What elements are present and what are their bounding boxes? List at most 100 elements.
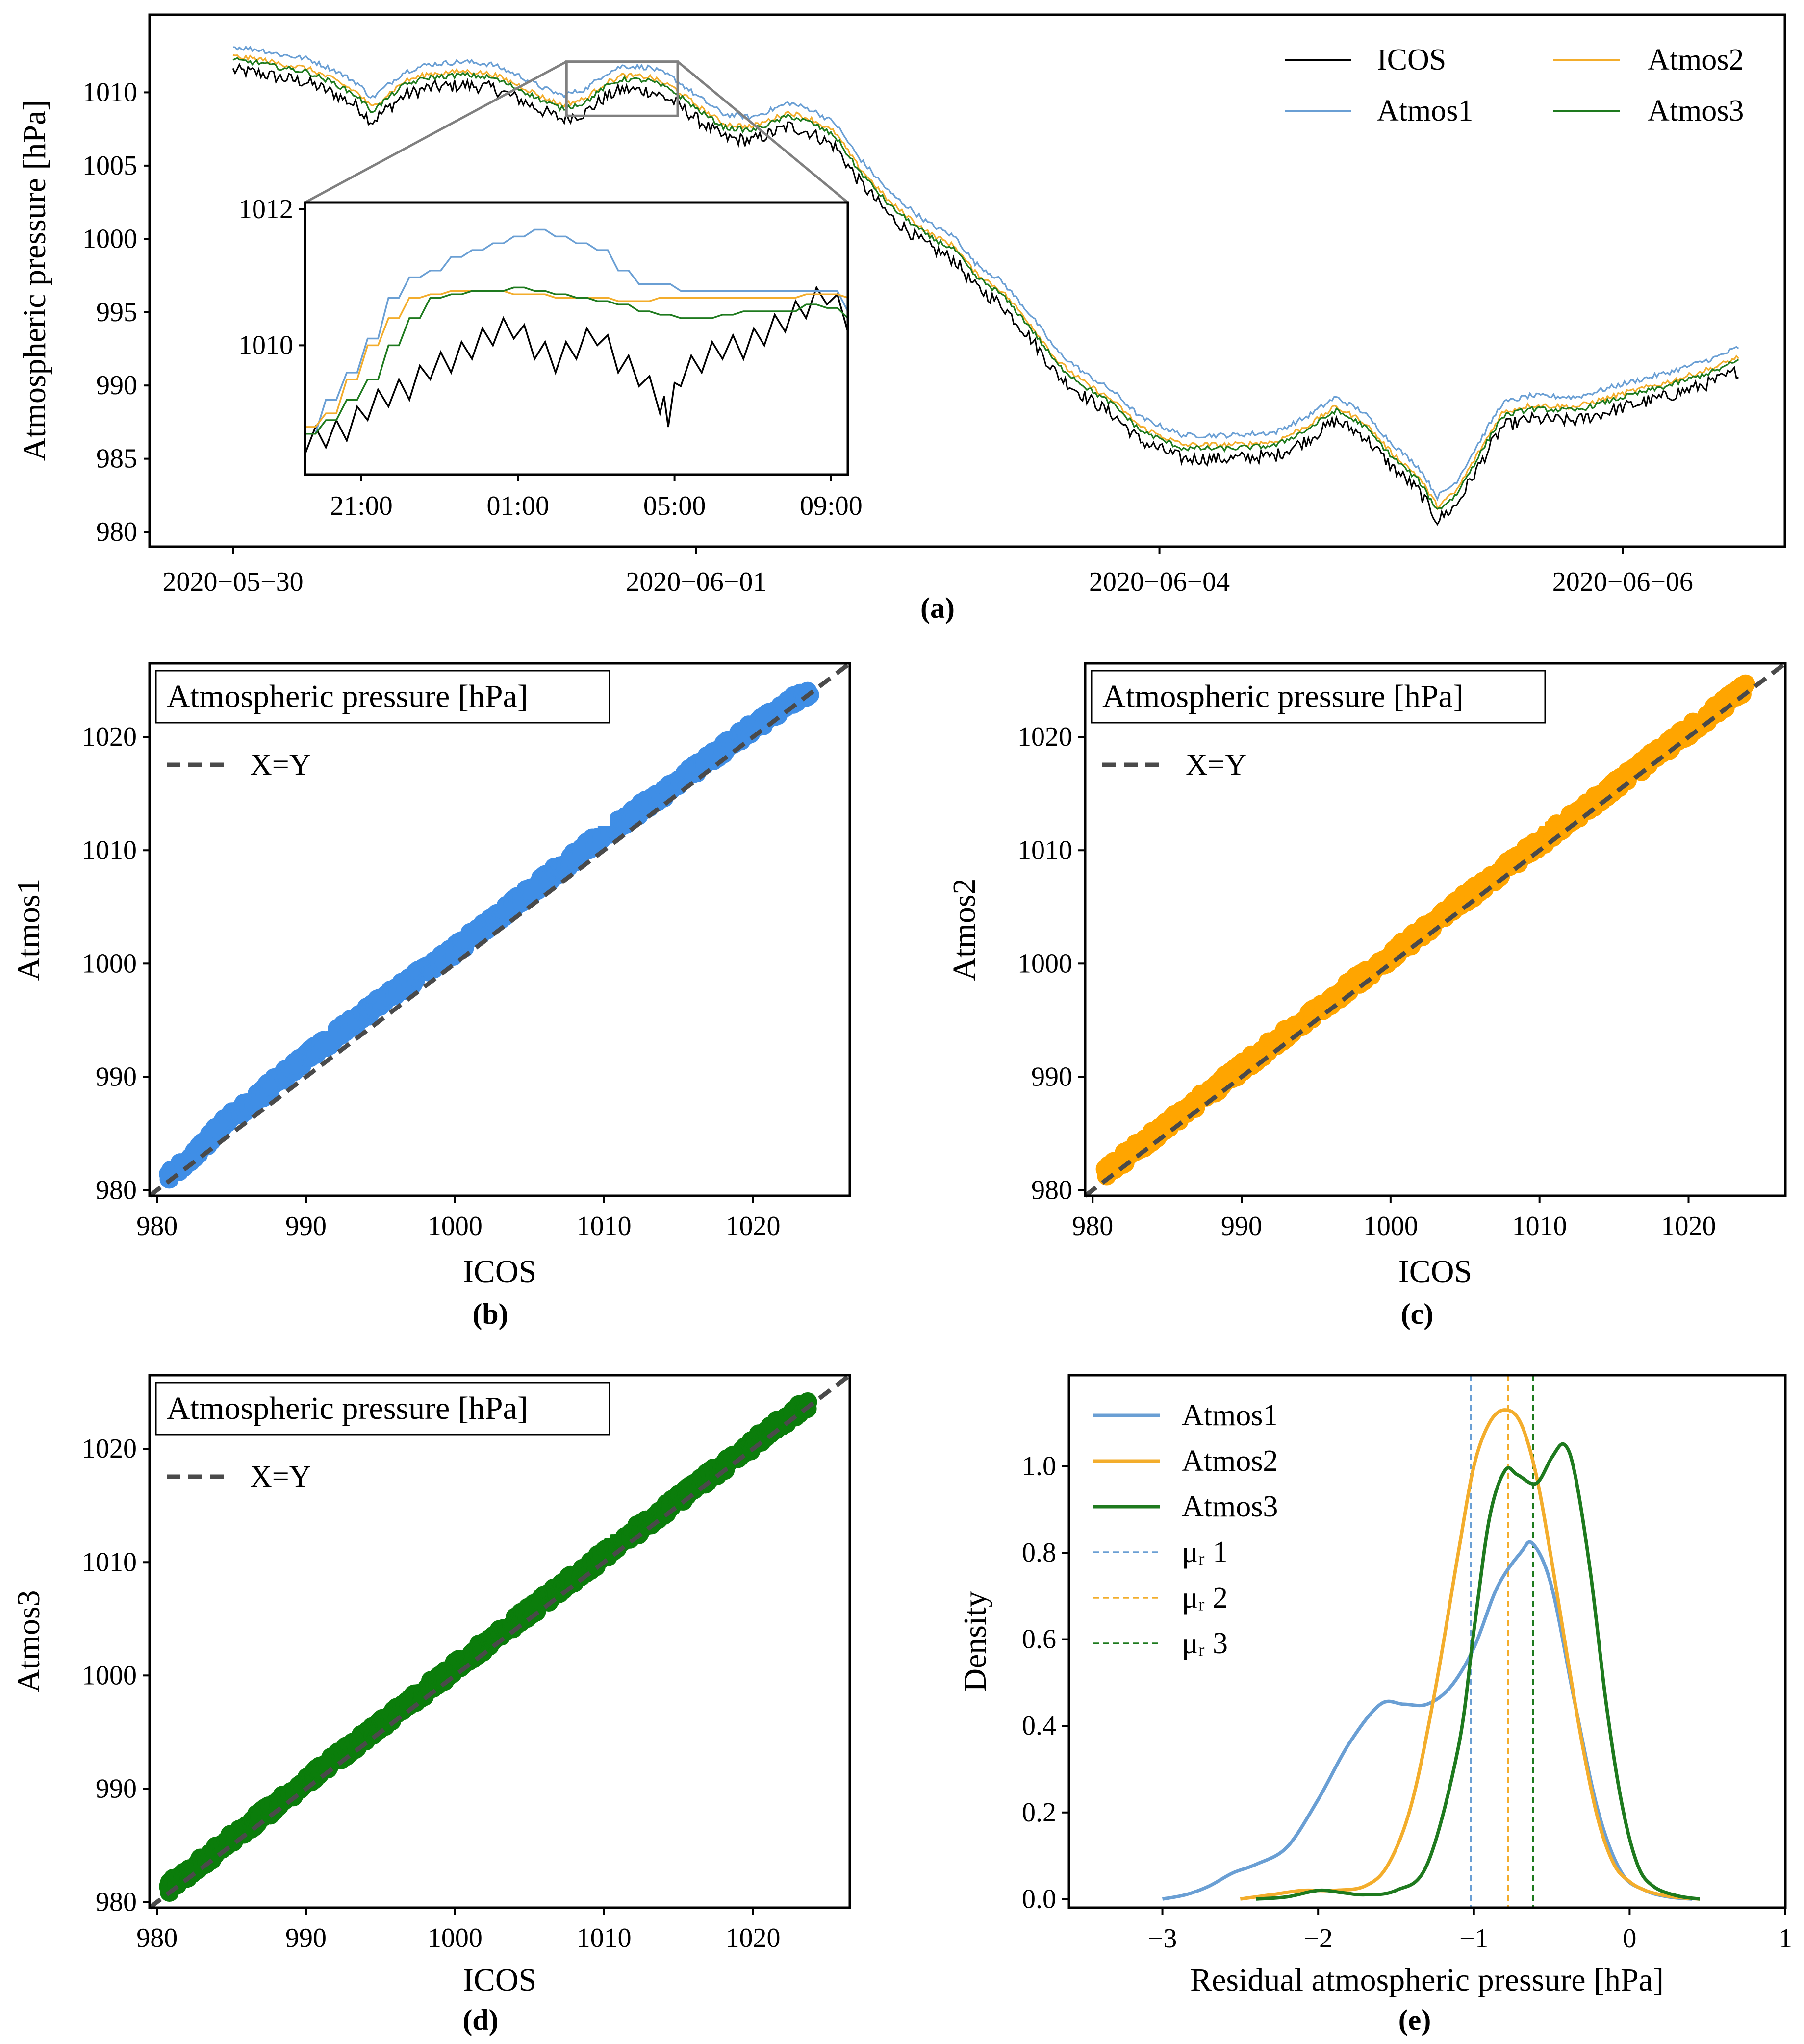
- e-xtick-label: 0: [1623, 1923, 1636, 1954]
- zoom-box: [565, 60, 679, 117]
- inset-xtick-label: 01:00: [487, 491, 550, 521]
- zoom-connector-right: [677, 60, 849, 203]
- b-xtick-label: 1000: [428, 1211, 483, 1241]
- c-ytick-label: 1000: [1017, 948, 1072, 979]
- legend-e-mu3-label: μᵣ 3: [1182, 1627, 1228, 1660]
- b-xtick-label: 990: [285, 1211, 327, 1241]
- e-ytick-label: 0.0: [1022, 1884, 1056, 1914]
- panel-c-legend: Atmospheric pressure [hPa] X=Y: [1091, 670, 1546, 826]
- panel-c-identity-line: [1084, 661, 1787, 1198]
- panel-e-ticks: −3 −2 −1 0 1 0.0 0.2 0.4 0.6 0.8 1.0: [1022, 1451, 1792, 1954]
- panel-a-legend: ICOS Atmos1 Atmos2 Atmos3: [1285, 43, 1744, 127]
- a-ytick-label: 1010: [82, 77, 137, 107]
- panel-c-frame: [1084, 662, 1787, 1197]
- a-ytick-label: 1005: [82, 151, 137, 181]
- panel-d-legend-label: X=Y: [250, 1460, 311, 1493]
- c-xtick-label: 1000: [1363, 1211, 1418, 1241]
- e-ytick-label: 0.8: [1022, 1538, 1056, 1568]
- panel-a-xticks: 2020−05−30 2020−06−01 2020−06−04 2020−06−06: [162, 547, 1693, 597]
- a-ytick-label: 980: [96, 517, 137, 547]
- inset-background: [305, 202, 848, 475]
- e-ytick-label: 0.2: [1022, 1797, 1056, 1828]
- panel-b-ticks: 980 980 990 990 1000 1000 1010 1010 1020 1020: [82, 722, 781, 1241]
- e-density-atmos3: [1255, 1442, 1700, 1901]
- panel-a-timeseries: Atmospheric pressure [hPa] 980 985 990 995 1…: [17, 13, 1786, 624]
- panel-c-xlabel: ICOS: [1398, 1254, 1472, 1289]
- panel-b-identity-line: [148, 661, 851, 1198]
- d-ytick-label: 1020: [82, 1434, 137, 1464]
- panel-e-mean-lines: [1470, 1375, 1534, 1908]
- legend-e-atmos3-label: Atmos3: [1182, 1490, 1278, 1523]
- d-xtick-label: 1000: [428, 1923, 483, 1953]
- legend-e-mu1-label: μᵣ 1: [1182, 1536, 1228, 1569]
- inset-xticks: 21:00 01:00 05:00 09:00: [330, 475, 863, 521]
- inset-yticks: 1010 1012: [238, 194, 305, 360]
- inset-series-atmos1: [305, 228, 849, 435]
- b-ytick-label: 990: [96, 1061, 137, 1092]
- panel-c-caption: (c): [1401, 1298, 1434, 1330]
- panel-b-scatter: 980 980 990 990 1000 1000 1010 1010 1020 1020 Atm…: [11, 661, 851, 1330]
- panel-c-title-box: [1091, 670, 1546, 724]
- panel-e-xlabel: Residual atmospheric pressure [hPa]: [1190, 1962, 1664, 1998]
- panel-d-title-box: [155, 1382, 610, 1436]
- inset-xtick-label: 05:00: [643, 491, 706, 521]
- panel-b-xlabel: ICOS: [463, 1254, 536, 1289]
- panel-e-density: −3 −2 −1 0 1 0.0 0.2 0.4 0.6 0.8 1.0 Atmos1 Atmos2…: [957, 1374, 1792, 2036]
- legend-e-mu2-label: μᵣ 2: [1182, 1581, 1228, 1615]
- c-ytick-label: 1010: [1017, 835, 1072, 865]
- a-xtick-label: 2020−06−01: [626, 567, 766, 597]
- legend-atmos3-label: Atmos3: [1648, 94, 1744, 127]
- c-ytick-label: 980: [1031, 1175, 1072, 1205]
- panel-b-caption: (b): [472, 1298, 508, 1330]
- panel-b-ylabel: Atmos1: [11, 878, 47, 981]
- d-ytick-label: 980: [96, 1887, 137, 1917]
- panel-c-legend-label: X=Y: [1186, 748, 1247, 782]
- panel-b-title: Atmospheric pressure [hPa]: [167, 679, 528, 714]
- d-ytick-label: 1000: [82, 1660, 137, 1691]
- e-density-atmos2: [1240, 1408, 1700, 1901]
- a-ytick-label: 985: [96, 444, 137, 474]
- panel-e-legend: Atmos1 Atmos2 Atmos3 μᵣ 1 μᵣ 2 μᵣ 3: [1093, 1399, 1278, 1660]
- panel-a-frame: [148, 13, 1786, 548]
- a-series-atmos1: [232, 45, 1739, 502]
- e-ytick-label: 0.4: [1022, 1711, 1056, 1741]
- panel-c-title: Atmospheric pressure [hPa]: [1102, 679, 1464, 714]
- d-xtick-label: 1010: [577, 1923, 632, 1953]
- panel-b-legend-label: X=Y: [250, 748, 311, 782]
- legend-e-atmos1-label: Atmos1: [1182, 1399, 1278, 1432]
- a-ytick-label: 1000: [82, 224, 137, 254]
- e-ytick-label: 0.6: [1022, 1624, 1056, 1655]
- panel-d-ylabel: Atmos3: [11, 1590, 47, 1692]
- panel-b-points: [159, 681, 819, 1189]
- a-xtick-label: 2020−06−04: [1089, 567, 1230, 597]
- panel-b-title-box: [155, 670, 610, 724]
- e-density-atmos1: [1162, 1540, 1692, 1901]
- panel-d-caption: (d): [462, 2004, 498, 2036]
- a-ytick-label: 990: [96, 370, 137, 401]
- panel-b-frame: [148, 662, 851, 1197]
- inset-xtick-label: 09:00: [800, 491, 863, 521]
- a-series-atmos2: [232, 54, 1739, 511]
- e-xtick-label: −1: [1459, 1923, 1489, 1954]
- inset-frame: [304, 201, 849, 476]
- c-ytick-label: 990: [1031, 1061, 1072, 1092]
- panel-d-scatter: 980 980 990 990 1000 1000 1010 1010 1020 1020 Atm…: [11, 1373, 851, 2036]
- panel-d-frame: [148, 1374, 851, 1909]
- panel-d-title: Atmospheric pressure [hPa]: [167, 1390, 528, 1426]
- c-xtick-label: 990: [1221, 1211, 1262, 1241]
- e-ytick-label: 1.0: [1022, 1451, 1056, 1481]
- c-ytick-label: 1020: [1017, 722, 1072, 752]
- d-xtick-label: 980: [136, 1923, 178, 1953]
- panel-e-caption: (e): [1398, 2004, 1431, 2036]
- panel-a-series: [232, 45, 1739, 526]
- panel-e-frame: [1067, 1374, 1787, 1909]
- c-xtick-label: 980: [1072, 1211, 1113, 1241]
- a-series-atmos3: [232, 57, 1739, 510]
- panel-c-ylabel: Atmos2: [946, 878, 982, 981]
- zoom-connector-left: [304, 60, 567, 204]
- b-ytick-label: 1010: [82, 835, 137, 865]
- a-xtick-label: 2020−06−06: [1552, 567, 1693, 597]
- c-xtick-label: 1010: [1512, 1211, 1567, 1241]
